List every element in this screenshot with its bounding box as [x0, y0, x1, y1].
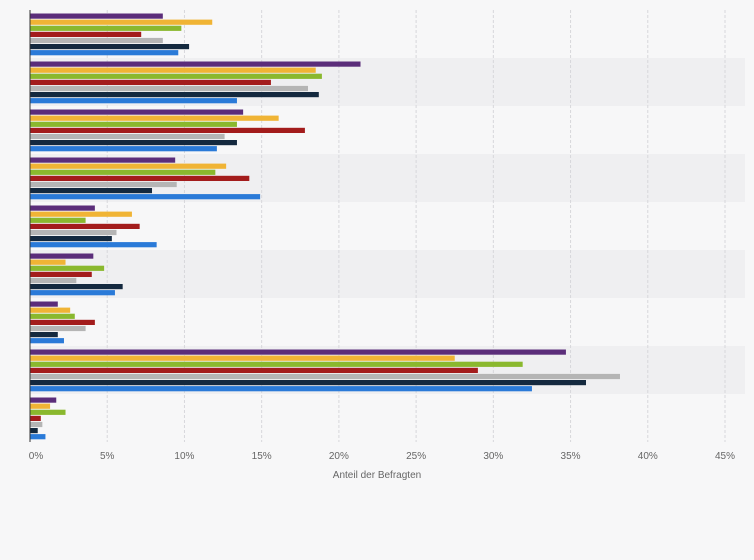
- bar-cat4-series6[interactable]: [30, 188, 153, 194]
- bar-cat3-series3[interactable]: [30, 121, 237, 127]
- bar-cat4-series4[interactable]: [30, 175, 250, 181]
- bar-cat1-series3[interactable]: [30, 25, 182, 31]
- bar-cat9-series1[interactable]: [30, 397, 57, 403]
- bar-cat7-series6[interactable]: [30, 332, 58, 338]
- bar-cat1-series5[interactable]: [30, 37, 163, 44]
- bar-cat3-series5[interactable]: [30, 133, 225, 140]
- bar-cat1-series1[interactable]: [30, 13, 163, 19]
- bar-cat2-series6[interactable]: [30, 92, 319, 98]
- x-tick-label: 5%: [100, 451, 115, 462]
- bar-cat5-series3[interactable]: [30, 217, 86, 223]
- bar-cat6-series5[interactable]: [30, 277, 77, 284]
- bar-cat6-series4[interactable]: [30, 271, 92, 277]
- bar-cat8-series4[interactable]: [30, 367, 478, 373]
- category-bands: [30, 10, 745, 442]
- bar-cat9-series6[interactable]: [30, 428, 38, 434]
- bar-cat9-series4[interactable]: [30, 415, 41, 421]
- bar-cat6-series2[interactable]: [30, 259, 66, 265]
- x-tick-label: 35%: [561, 451, 581, 462]
- bar-cat5-series5[interactable]: [30, 229, 117, 236]
- bar-cat9-series7[interactable]: [30, 434, 46, 440]
- bar-cat5-series6[interactable]: [30, 236, 112, 242]
- x-tick-label: 45%: [715, 451, 735, 462]
- x-tick-labels: 0% 5% 10% 15% 20% 25% 30% 35% 40% 45%: [29, 451, 735, 462]
- bar-cat2-series1[interactable]: [30, 61, 361, 67]
- bar-cat4-series3[interactable]: [30, 169, 216, 175]
- bar-cat9-series2[interactable]: [30, 403, 51, 409]
- bar-cat1-series6[interactable]: [30, 44, 190, 50]
- bar-cat8-series5[interactable]: [30, 373, 620, 380]
- bar-cat2-series5[interactable]: [30, 85, 308, 92]
- bar-cat1-series2[interactable]: [30, 19, 213, 25]
- bar-cat3-series6[interactable]: [30, 140, 237, 146]
- bar-cat8-series3[interactable]: [30, 361, 523, 367]
- bar-cat2-series3[interactable]: [30, 73, 322, 79]
- bar-cat3-series1[interactable]: [30, 109, 244, 115]
- bar-cat7-series4[interactable]: [30, 319, 95, 325]
- category-band-9: [30, 394, 745, 442]
- category-band-7: [30, 298, 745, 346]
- bar-cat6-series1[interactable]: [30, 253, 94, 259]
- x-tick-label: 25%: [406, 451, 426, 462]
- bar-cat3-series7[interactable]: [30, 146, 217, 152]
- x-axis-title: Anteil der Befragten: [333, 470, 421, 481]
- x-tick-label: 10%: [174, 451, 194, 462]
- bar-cat4-series5[interactable]: [30, 181, 177, 188]
- x-tick-label: 15%: [252, 451, 272, 462]
- bar-cat3-series2[interactable]: [30, 115, 279, 121]
- category-band-6: [30, 250, 745, 298]
- bar-cat5-series1[interactable]: [30, 205, 95, 211]
- bar-cat9-series5[interactable]: [30, 421, 43, 428]
- bar-cat7-series3[interactable]: [30, 313, 75, 319]
- bar-cat5-series7[interactable]: [30, 242, 157, 248]
- bar-cat8-series1[interactable]: [30, 349, 566, 355]
- bar-cat6-series6[interactable]: [30, 284, 123, 290]
- bar-cat9-series3[interactable]: [30, 409, 66, 415]
- bar-cat7-series1[interactable]: [30, 301, 58, 307]
- bar-cat2-series7[interactable]: [30, 98, 237, 104]
- bar-cat4-series1[interactable]: [30, 157, 176, 163]
- bar-cat7-series7[interactable]: [30, 338, 64, 344]
- x-tick-label: 0%: [29, 451, 44, 462]
- bar-cat7-series5[interactable]: [30, 325, 86, 332]
- bar-cat2-series2[interactable]: [30, 67, 316, 73]
- category-band-5: [30, 202, 745, 250]
- bar-cat6-series3[interactable]: [30, 265, 105, 271]
- bar-cat2-series4[interactable]: [30, 79, 271, 85]
- bar-cat7-series2[interactable]: [30, 307, 71, 313]
- bar-cat4-series7[interactable]: [30, 194, 261, 200]
- bar-cat8-series2[interactable]: [30, 355, 455, 361]
- bar-cat5-series4[interactable]: [30, 223, 140, 229]
- bar-cat1-series4[interactable]: [30, 31, 142, 37]
- bar-cat3-series4[interactable]: [30, 127, 305, 133]
- bar-cat8-series6[interactable]: [30, 380, 586, 386]
- bar-cat5-series2[interactable]: [30, 211, 132, 217]
- bars: [30, 13, 620, 440]
- x-tick-label: 40%: [638, 451, 658, 462]
- bar-cat4-series2[interactable]: [30, 163, 227, 169]
- x-tick-label: 20%: [329, 451, 349, 462]
- bar-cat1-series7[interactable]: [30, 50, 179, 56]
- bar-cat8-series7[interactable]: [30, 386, 532, 392]
- bar-cat6-series7[interactable]: [30, 290, 115, 296]
- x-tick-label: 30%: [483, 451, 503, 462]
